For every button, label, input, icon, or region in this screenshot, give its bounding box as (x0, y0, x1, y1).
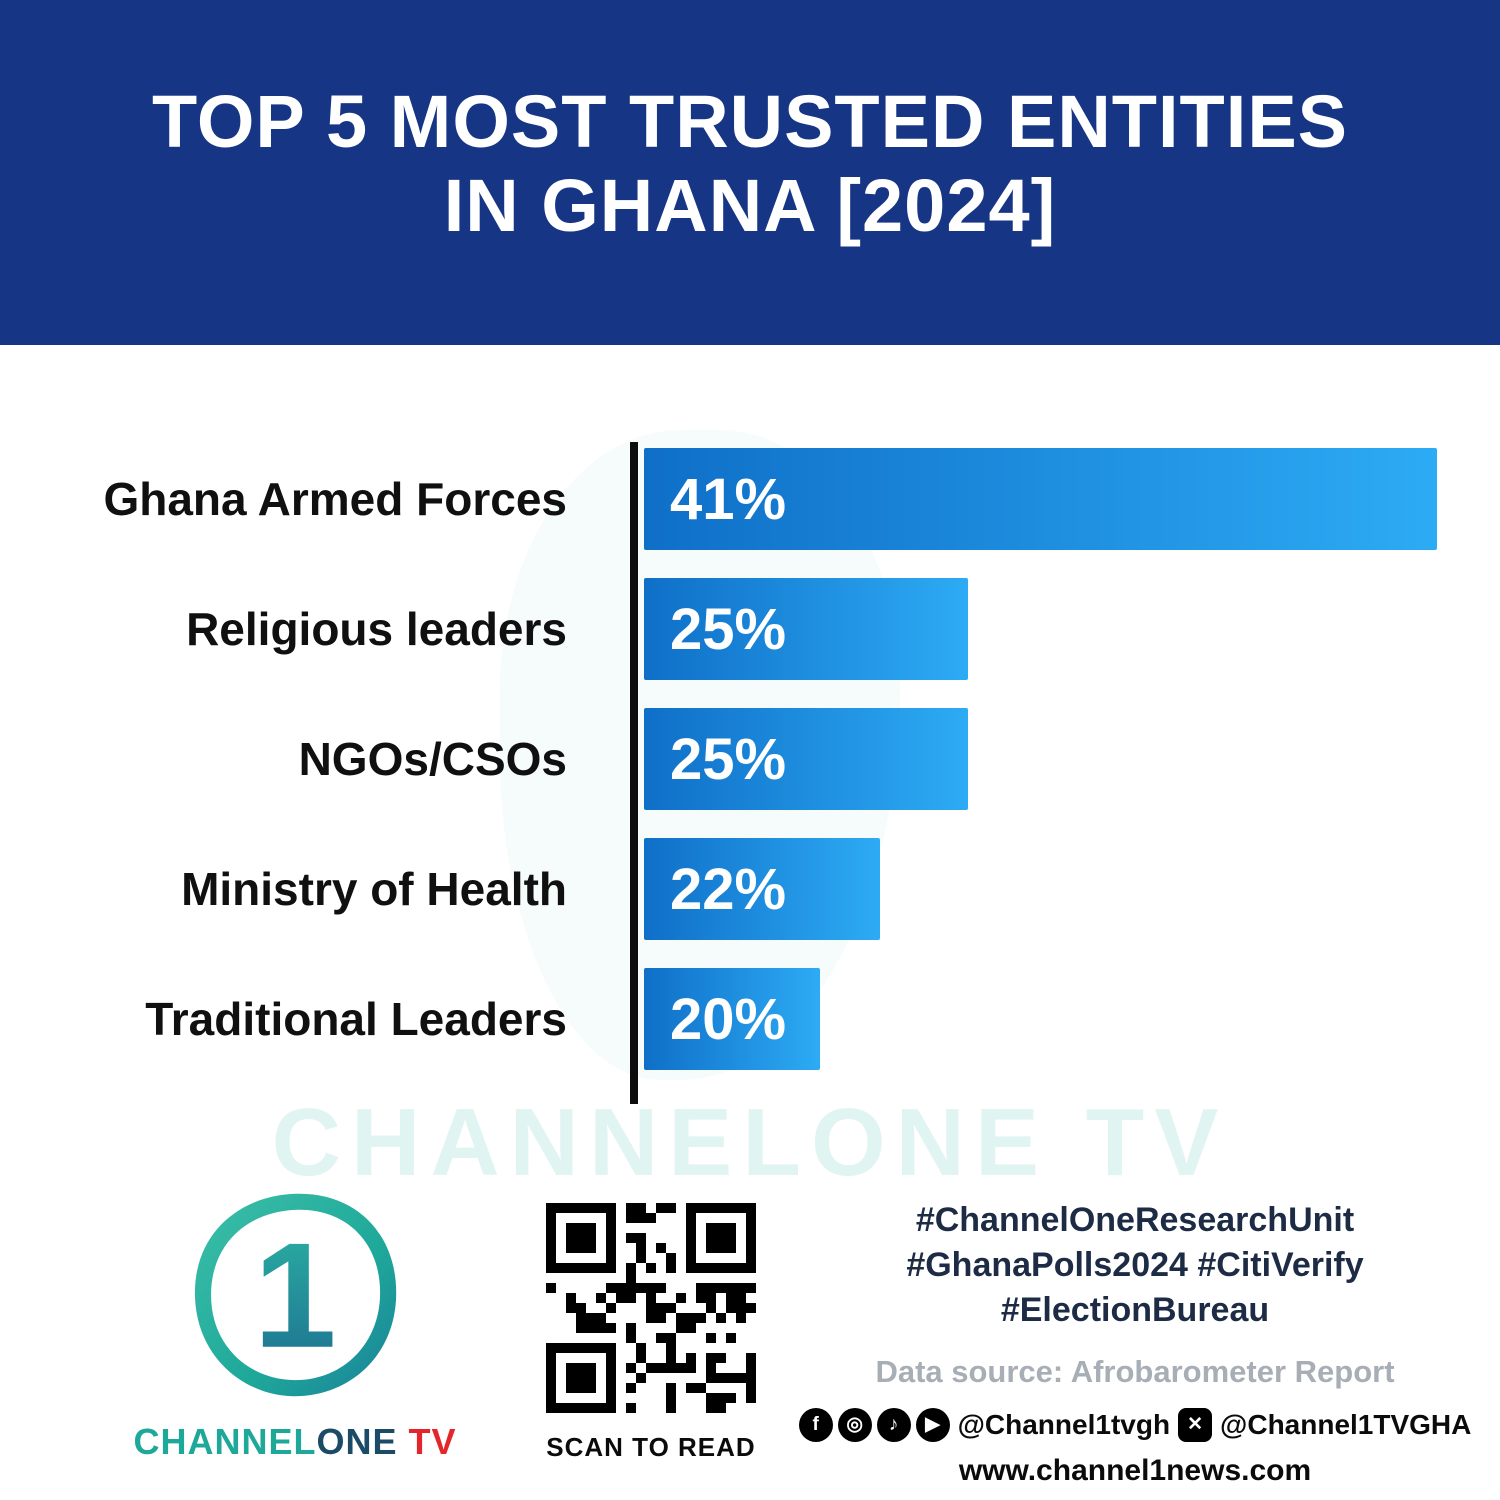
hashtags-line-1: #ChannelOneResearchUnit (915, 1201, 1355, 1239)
value-label: 25% (670, 596, 787, 662)
logo-text-tv: TV (397, 1421, 457, 1462)
social-handle-1: @Channel1tvgh (957, 1408, 1171, 1440)
bar-chart: Ghana Armed Forces 41% Religious leaders 25… (0, 448, 1500, 1098)
header-banner: TOP 5 MOST TRUSTED ENTITIES IN GHANA [20… (0, 0, 1500, 345)
value-label: 20% (670, 986, 787, 1052)
title-line-2: IN GHANA [2024] (443, 163, 1057, 247)
brand-watermark-text: CHANNELONE TV (271, 1089, 1229, 1196)
chart-row: Ghana Armed Forces 41% (0, 448, 1500, 550)
youtube-icon: ▶ (915, 1407, 950, 1442)
category-label: NGOs/CSOs (298, 733, 567, 785)
instagram-icon: ◎ (837, 1407, 872, 1442)
chart-axis-line (630, 442, 638, 1104)
category-label: Ministry of Health (181, 863, 567, 915)
social-row: f ◎ ♪ ▶ @Channel1tvgh ✕ @Channel1TVGHA (798, 1407, 1471, 1442)
channel-one-logo-icon: 1 (194, 1193, 397, 1397)
chart-row: Ministry of Health 22% (0, 838, 1500, 940)
channel-one-logo-block: 1 CHANNELONE TV (130, 1180, 460, 1463)
chart-row: NGOs/CSOs 25% (0, 708, 1500, 810)
data-source-text: Data source: Afrobarometer Report (875, 1353, 1395, 1389)
facebook-icon: f (798, 1407, 833, 1442)
qr-code (543, 1200, 759, 1416)
logo-text-channel: CHANNEL (133, 1421, 317, 1462)
channel-one-logo-text: CHANNELONE TV (130, 1421, 460, 1463)
logo-text-one: ONE (316, 1421, 398, 1462)
svg-text:1: 1 (253, 1212, 336, 1379)
value-label: 41% (670, 466, 787, 532)
qr-block: SCAN TO READ (543, 1200, 759, 1463)
value-label: 25% (670, 726, 787, 792)
chart-row: Traditional Leaders 20% (0, 968, 1500, 1070)
social-handle-2: @Channel1TVGHA (1220, 1408, 1472, 1440)
bar: 22% (644, 838, 880, 940)
x-icon: ✕ (1178, 1407, 1213, 1442)
bar: 25% (644, 708, 968, 810)
social-icons: f ◎ ♪ ▶ (798, 1407, 950, 1442)
value-label: 22% (670, 856, 787, 922)
category-label: Ghana Armed Forces (103, 473, 567, 525)
page-title: TOP 5 MOST TRUSTED ENTITIES IN GHANA [20… (0, 0, 1500, 247)
tiktok-icon: ♪ (876, 1407, 911, 1442)
bar: 20% (644, 968, 820, 1070)
hashtags-line-2: #GhanaPolls2024 #CitiVerify (906, 1246, 1364, 1285)
category-label: Religious leaders (186, 603, 567, 655)
qr-caption: SCAN TO READ (546, 1432, 756, 1462)
chart-row: Religious leaders 25% (0, 578, 1500, 680)
footer-info-block: #ChannelOneResearchUnit #GhanaPolls2024 … (798, 1198, 1471, 1488)
bar: 25% (644, 578, 968, 680)
bar: 41% (644, 448, 1437, 550)
website-url: www.channel1news.com (958, 1453, 1312, 1487)
hashtags-line-3: #ElectionBureau (1000, 1291, 1270, 1330)
title-line-1: TOP 5 MOST TRUSTED ENTITIES (151, 80, 1349, 163)
category-label: Traditional Leaders (145, 993, 567, 1045)
